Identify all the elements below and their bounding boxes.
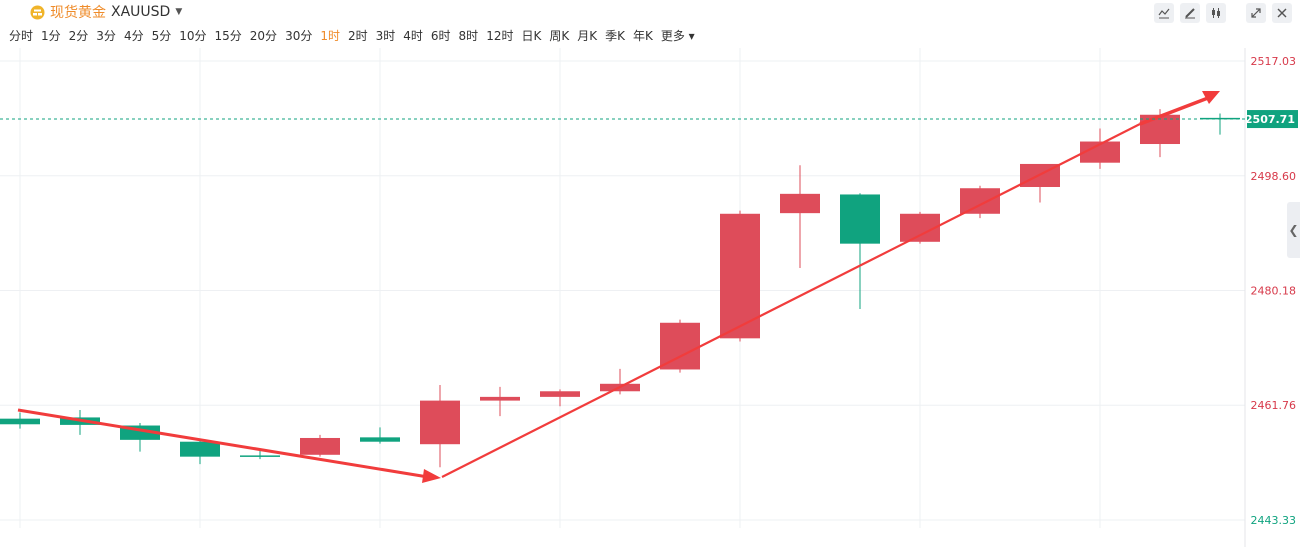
candle bbox=[360, 427, 400, 444]
y-tick-label: 2461.76 bbox=[1251, 399, 1297, 412]
interval-tab[interactable]: 4时 bbox=[403, 29, 423, 43]
candle-body bbox=[240, 455, 280, 457]
candle bbox=[780, 165, 820, 268]
interval-tab[interactable]: 更多 ▾ bbox=[660, 29, 695, 43]
up-trend-arrow-tip bbox=[1139, 96, 1209, 126]
candle bbox=[720, 210, 760, 342]
interval-tab[interactable]: 30分 bbox=[285, 29, 313, 43]
candle-body bbox=[540, 391, 580, 397]
symbol-name: 现货黄金 bbox=[50, 5, 106, 21]
candle bbox=[480, 386, 520, 417]
up-trend-line bbox=[441, 123, 1141, 478]
candle bbox=[840, 193, 880, 310]
draw-line-icon[interactable] bbox=[1154, 3, 1174, 23]
last-price-label: 2507.71 bbox=[1245, 113, 1295, 126]
up-arrow-head bbox=[1202, 91, 1220, 104]
candle-body bbox=[300, 437, 340, 455]
y-tick-label: 2480.18 bbox=[1251, 285, 1297, 298]
candle bbox=[420, 385, 460, 468]
interval-tab[interactable]: 15分 bbox=[214, 29, 242, 43]
candle bbox=[300, 434, 340, 457]
y-tick-label: 2443.33 bbox=[1251, 514, 1297, 527]
interval-tab[interactable]: 年K bbox=[632, 29, 653, 43]
interval-tab[interactable]: 12时 bbox=[486, 29, 514, 43]
interval-tab[interactable]: 3分 bbox=[96, 29, 116, 43]
interval-tab[interactable]: 周K bbox=[549, 29, 570, 43]
candle-body bbox=[420, 400, 460, 445]
interval-tab[interactable]: 4分 bbox=[123, 29, 144, 43]
interval-tab[interactable]: 2时 bbox=[347, 29, 368, 43]
interval-tab[interactable]: 20分 bbox=[249, 29, 278, 43]
candle bbox=[540, 389, 580, 407]
interval-tab[interactable]: 日K bbox=[521, 29, 542, 43]
candle-body bbox=[1080, 141, 1120, 163]
interval-tab[interactable]: 月K bbox=[577, 29, 598, 43]
candles bbox=[0, 109, 1240, 468]
down-trend-arrow bbox=[17, 408, 429, 479]
y-tick-label: 2517.03 bbox=[1251, 55, 1297, 68]
candle bbox=[0, 412, 40, 429]
toolbar bbox=[1154, 3, 1292, 23]
interval-tab[interactable]: 2分 bbox=[68, 29, 89, 43]
candle bbox=[960, 185, 1000, 219]
pencil-icon[interactable] bbox=[1180, 3, 1200, 23]
candle-body bbox=[180, 441, 220, 457]
candle bbox=[660, 319, 700, 373]
interval-tab[interactable]: 1时 bbox=[320, 29, 340, 43]
last-price-tag bbox=[1247, 110, 1298, 129]
price-axis: 2517.03 2498.60 2480.18 2461.76 2443.33 bbox=[1251, 55, 1297, 527]
candle-body bbox=[960, 188, 1000, 214]
candle-body bbox=[360, 437, 400, 442]
candle-body bbox=[840, 194, 880, 244]
interval-tab[interactable]: 季K bbox=[605, 29, 625, 43]
interval-tab[interactable]: 6时 bbox=[430, 29, 451, 43]
fullscreen-icon[interactable] bbox=[1246, 3, 1266, 23]
candle bbox=[180, 438, 220, 465]
candle-body bbox=[660, 322, 700, 370]
interval-tab[interactable]: 分时 bbox=[9, 29, 34, 43]
symbol-selector[interactable]: 现货黄金 XAUUSD ▼ bbox=[30, 2, 182, 22]
y-tick-label: 2498.60 bbox=[1251, 170, 1297, 183]
candle-style-icon[interactable] bbox=[1206, 3, 1226, 23]
candle bbox=[240, 450, 280, 460]
grid-lines bbox=[0, 48, 1245, 528]
interval-tab[interactable]: 1分 bbox=[41, 29, 61, 43]
down-arrow-head bbox=[422, 469, 441, 483]
chevron-left-icon[interactable]: ❮ bbox=[1287, 202, 1300, 258]
interval-tabs: 分时 1分 2分 3分 4分 5分 10分 15分 20分 30分 1时 2时 3时 4时 6时 8时 12时日… bbox=[9, 27, 703, 44]
interval-tab[interactable]: 10分 bbox=[179, 29, 207, 43]
interval-tab[interactable]: 8时 bbox=[458, 29, 479, 43]
interval-tab[interactable]: 3时 bbox=[375, 29, 396, 43]
symbol-code: XAUUSD bbox=[111, 4, 171, 20]
candle-body bbox=[780, 193, 820, 214]
close-icon[interactable] bbox=[1272, 3, 1292, 23]
candle bbox=[1080, 128, 1120, 169]
interval-tab[interactable]: 5分 bbox=[151, 29, 172, 43]
candle-body bbox=[480, 396, 520, 401]
candle-body bbox=[0, 418, 40, 425]
last-price-marker: 2507.71 bbox=[0, 110, 1298, 129]
trend-annotations bbox=[17, 91, 1220, 483]
gold-coin-icon bbox=[30, 5, 45, 19]
chevron-down-icon: ▼ bbox=[175, 7, 183, 17]
chart-header: 现货黄金 XAUUSD ▼ bbox=[0, 0, 1300, 24]
candle-body bbox=[720, 213, 760, 339]
